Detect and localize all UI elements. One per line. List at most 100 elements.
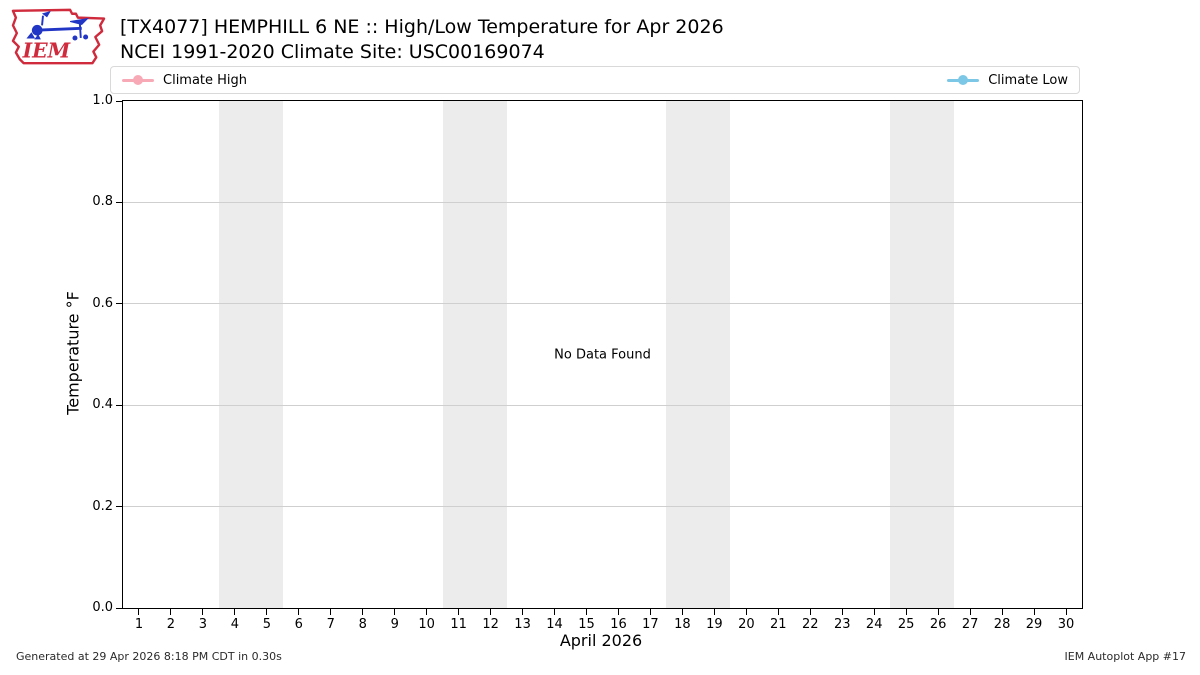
x-tick-label: 14 <box>546 617 563 632</box>
x-tick-mark <box>234 609 236 615</box>
x-tick-label: 24 <box>865 617 883 632</box>
x-tick-label: 8 <box>358 617 367 632</box>
line-marker-icon <box>947 75 980 86</box>
x-tick-label: 25 <box>897 617 915 632</box>
x-tick-label: 29 <box>1025 617 1043 632</box>
legend-dot <box>958 75 969 85</box>
chart-title: [TX4077] HEMPHILL 6 NE :: High/Low Tempe… <box>120 16 724 38</box>
gridline <box>123 506 1082 508</box>
x-tick-label: 7 <box>326 617 335 632</box>
y-tick-mark <box>116 404 122 406</box>
no-data-message: No Data Found <box>554 347 651 362</box>
y-tick-label: 1.0 <box>92 93 113 108</box>
x-tick-label: 17 <box>642 617 659 632</box>
plot-area: No Data Found 0.0 0.2 0.4 0.6 0.8 1.0 1 2 3 4 5 6 7 8… <box>92 93 1083 632</box>
x-tick-mark <box>969 609 971 615</box>
footer-app-text: IEM Autoplot App #17 <box>1064 650 1187 663</box>
x-tick-label: 28 <box>993 617 1011 632</box>
x-tick-mark <box>170 609 172 615</box>
x-tick-label: 21 <box>770 617 787 632</box>
x-tick-mark <box>841 609 843 615</box>
weekend-band <box>442 101 507 608</box>
x-tick-mark <box>458 609 460 615</box>
y-tick-label: 0.0 <box>92 600 113 615</box>
x-tick-label: 6 <box>294 617 303 632</box>
x-tick-label: 11 <box>450 617 467 632</box>
y-tick-mark <box>116 201 122 203</box>
legend-item-climate-low: Climate Low <box>947 73 1068 88</box>
x-tick-label: 27 <box>961 617 979 632</box>
y-tick-mark <box>116 100 122 102</box>
x-tick-mark <box>777 609 779 615</box>
gridline <box>123 303 1082 305</box>
x-tick-mark <box>617 609 619 615</box>
x-tick-label: 19 <box>706 617 723 632</box>
x-tick-label: 3 <box>198 617 208 632</box>
x-tick-label: 23 <box>833 617 851 632</box>
legend-dot <box>133 75 143 85</box>
y-tick-label: 0.2 <box>92 498 113 514</box>
x-tick-label: 15 <box>578 617 595 632</box>
x-tick-label: 18 <box>674 617 691 632</box>
x-tick-label: 20 <box>738 617 755 632</box>
x-tick-mark <box>330 609 332 615</box>
y-axis-label: Temperature °F <box>63 291 83 415</box>
x-tick-label: 5 <box>262 617 271 632</box>
weekend-band <box>218 101 283 608</box>
x-tick-mark <box>266 609 268 615</box>
x-tick-mark <box>713 609 715 615</box>
iem-logo-icon: IEM <box>11 8 106 65</box>
x-tick-label: 4 <box>230 617 240 632</box>
x-tick-mark <box>1033 609 1035 615</box>
x-axis-label: April 2026 <box>559 631 643 650</box>
footer-generated-text: Generated at 29 Apr 2026 8:18 PM CDT in … <box>16 650 282 663</box>
x-tick-label: 9 <box>390 617 399 632</box>
x-tick-mark <box>522 609 524 615</box>
weekend-band <box>666 101 731 608</box>
gridline <box>123 404 1082 406</box>
y-tick-label: 0.4 <box>92 397 113 413</box>
x-tick-label: 26 <box>929 617 947 632</box>
x-tick-mark <box>394 609 396 615</box>
y-tick-mark <box>116 506 122 508</box>
gridline <box>123 201 1082 203</box>
x-tick-mark <box>937 609 939 615</box>
x-tick-mark <box>905 609 907 615</box>
x-tick-label: 22 <box>802 617 819 632</box>
iem-logo-text: IEM <box>22 38 71 62</box>
x-tick-mark <box>490 609 492 615</box>
line-marker-icon <box>122 75 154 86</box>
legend-label: Climate Low <box>988 72 1068 88</box>
x-tick-label: 2 <box>166 617 176 632</box>
x-tick-label: 1 <box>134 617 144 632</box>
x-tick-mark <box>681 609 683 615</box>
chart-subtitle: NCEI 1991-2020 Climate Site: USC00169074 <box>120 41 545 63</box>
x-tick-mark <box>298 609 300 615</box>
x-tick-label: 10 <box>418 617 435 632</box>
weekend-band <box>890 101 955 608</box>
legend-label: Climate High <box>163 72 248 88</box>
x-tick-mark <box>809 609 811 615</box>
x-tick-mark <box>586 609 588 615</box>
x-tick-label: 30 <box>1057 617 1075 632</box>
x-tick-mark <box>1001 609 1003 615</box>
x-tick-label: 12 <box>482 617 499 632</box>
chart-legend: Climate High Climate Low <box>110 66 1080 94</box>
x-tick-mark <box>1065 609 1067 615</box>
y-tick-mark <box>116 607 122 609</box>
y-tick-label: 0.8 <box>92 194 113 210</box>
x-tick-label: 16 <box>610 617 627 632</box>
x-tick-mark <box>554 609 556 615</box>
x-tick-mark <box>202 609 204 615</box>
x-tick-mark <box>138 609 140 615</box>
x-tick-mark <box>873 609 875 615</box>
y-tick-mark <box>116 303 122 305</box>
x-tick-mark <box>362 609 364 615</box>
x-tick-label: 13 <box>514 617 531 632</box>
x-tick-mark <box>426 609 428 615</box>
x-tick-mark <box>745 609 747 615</box>
legend-item-climate-high: Climate High <box>122 73 247 88</box>
x-tick-mark <box>649 609 651 615</box>
y-tick-label: 0.6 <box>92 295 113 311</box>
